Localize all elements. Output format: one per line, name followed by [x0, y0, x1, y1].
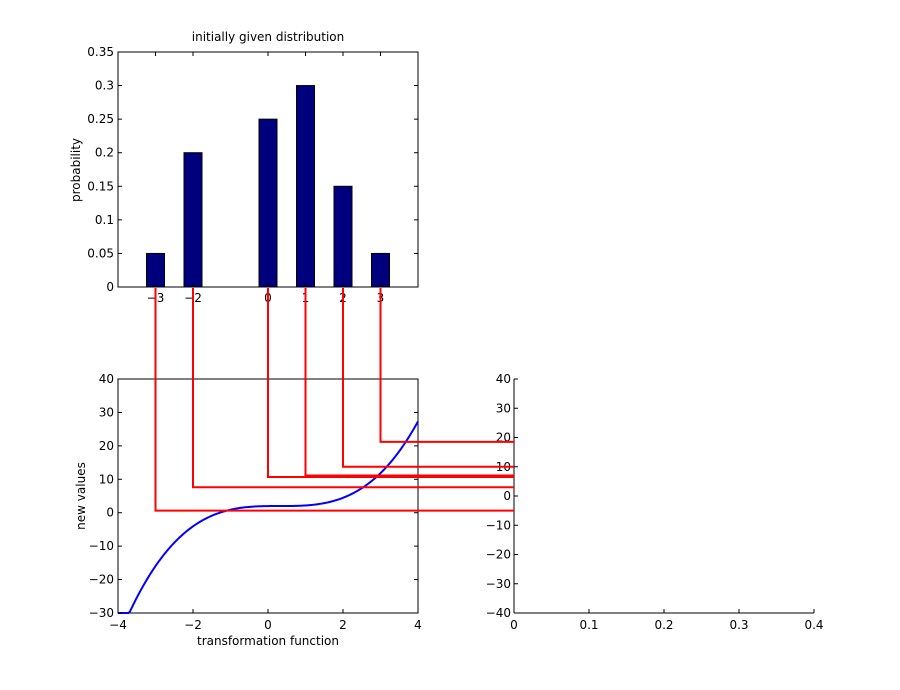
x-tick-label: 0.4	[804, 618, 823, 632]
transformation-x-label: transformation function	[197, 634, 339, 648]
distribution-y-label: probability	[69, 138, 83, 202]
y-tick-label: −20	[486, 548, 511, 562]
bar	[183, 152, 203, 288]
bar	[258, 118, 278, 288]
y-tick-label: 0.05	[87, 246, 114, 260]
y-tick-label: 0.25	[87, 112, 114, 126]
y-tick-label: 20	[99, 439, 114, 453]
x-tick-label: 2	[339, 618, 347, 632]
transformation-y-label: new values	[74, 462, 88, 530]
mapping-line	[379, 288, 514, 443]
mapping-line	[192, 288, 514, 489]
result-x-ticks: 0 0.1 0.2 0.3 0.4	[510, 609, 824, 632]
y-tick-label: −40	[486, 606, 511, 620]
mapping-line	[154, 288, 514, 512]
x-tick-label: 0.1	[579, 618, 598, 632]
y-tick-label: 0.3	[95, 79, 114, 93]
mapping-line	[304, 288, 514, 477]
y-tick-label: 10	[99, 472, 114, 486]
y-tick-label: −30	[89, 606, 114, 620]
y-tick-label: 30	[496, 401, 511, 415]
y-tick-label: 0.1	[95, 213, 114, 227]
x-tick-label: −2	[184, 618, 202, 632]
mapping-lines	[154, 288, 514, 512]
y-tick-label: −20	[89, 573, 114, 587]
transformation-y-ticks: −30 −20 −10 0 10 20 30 40	[89, 372, 418, 620]
transformation-x-ticks: −4 −2 0 2 4	[109, 379, 422, 632]
bar	[296, 85, 315, 288]
y-tick-label: 0.2	[95, 146, 114, 160]
x-tick-label: 0.3	[729, 618, 748, 632]
distribution-title: initially given distribution	[192, 30, 345, 44]
y-tick-label: 40	[99, 372, 114, 386]
mapping-line	[342, 288, 514, 468]
distribution-bars	[146, 85, 390, 288]
transformation-curve	[118, 420, 419, 614]
y-tick-label: 0.15	[87, 179, 114, 193]
bar	[146, 252, 165, 288]
y-tick-label: 30	[99, 405, 114, 419]
y-tick-label: 40	[496, 372, 511, 386]
bar	[333, 185, 353, 288]
x-tick-label: −4	[109, 618, 127, 632]
distribution-panel: 00.050.10.150.20.250.30.35 −3 −2 0 1 2 3 init…	[69, 30, 419, 305]
y-tick-label: 0	[503, 489, 511, 503]
mapping-line	[267, 288, 514, 478]
distribution-y-ticks: 0 0.05 0.1 0.15 0.2 0.25 0.3 0.35	[87, 45, 418, 294]
y-tick-label: −10	[89, 539, 114, 553]
y-tick-label: 0	[106, 506, 114, 520]
bar	[371, 252, 390, 288]
x-tick-label: 0.2	[654, 618, 673, 632]
x-tick-label: 4	[414, 618, 422, 632]
x-tick-label: 0	[264, 618, 272, 632]
y-tick-label: −10	[486, 518, 511, 532]
y-tick-label: 0.35	[87, 45, 114, 59]
y-tick-label: −30	[486, 577, 511, 591]
y-tick-label: 0	[106, 280, 114, 294]
x-tick-label: 0	[510, 618, 518, 632]
